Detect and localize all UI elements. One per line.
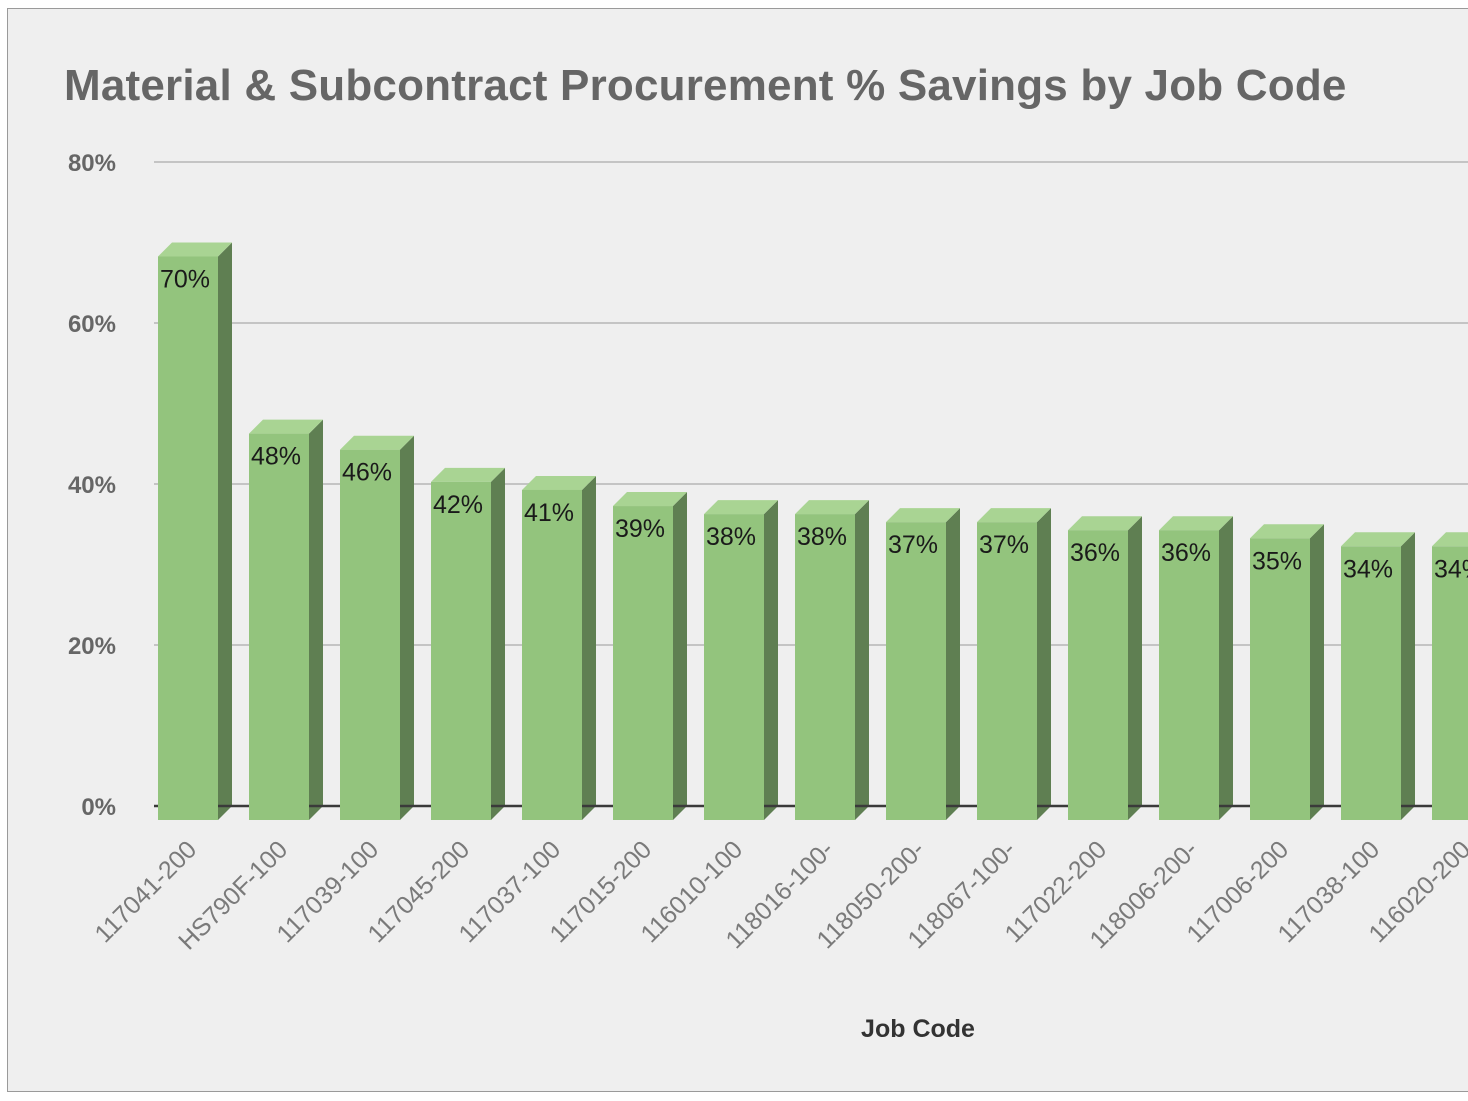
data-label: 37%: [888, 531, 938, 559]
y-tick-label: 40%: [68, 472, 116, 499]
bars: [158, 242, 1468, 820]
data-label: 37%: [979, 531, 1029, 559]
bar-base: [340, 803, 400, 820]
data-label: 48%: [251, 443, 301, 471]
bar: [431, 467, 505, 820]
bar-base: [1432, 803, 1468, 820]
bar-front: [1068, 530, 1128, 820]
data-label: 39%: [615, 515, 665, 543]
bar-front: [795, 514, 855, 820]
bar-top: [340, 435, 414, 450]
data-label: 36%: [1161, 539, 1211, 567]
bar-front: [249, 433, 309, 820]
bar-front: [158, 256, 218, 820]
bar-base: [522, 803, 582, 820]
y-tick-label: 60%: [68, 311, 116, 338]
data-label: 46%: [342, 459, 392, 487]
bar-base: [1250, 803, 1310, 820]
bar-top: [1068, 516, 1142, 531]
bar-base: [1159, 803, 1219, 820]
bar: [1250, 524, 1324, 820]
bar-front: [522, 489, 582, 820]
bar: [158, 242, 232, 820]
bar: [795, 500, 869, 820]
bar-top: [613, 492, 687, 507]
bar-base: [704, 803, 764, 820]
bar-base: [431, 803, 491, 820]
chart-plot: 0% 20% 40% 60% 80% 70% 48% 46% 42% 41% 39% 38% 38% 37…: [68, 150, 1468, 955]
bar-side: [764, 500, 778, 820]
bar: [340, 435, 414, 820]
bar-side: [309, 419, 323, 820]
chart-title: Material & Subcontract Procurement % Sav…: [64, 61, 1347, 110]
data-label: 36%: [1070, 539, 1120, 567]
bar: [1068, 516, 1142, 820]
data-label: 41%: [524, 499, 574, 527]
bar-side: [855, 500, 869, 820]
bar-top: [1250, 524, 1324, 539]
bar-top: [704, 500, 778, 515]
bar-base: [1068, 803, 1128, 820]
bar-side: [946, 508, 960, 820]
bar-front: [1432, 546, 1468, 820]
bar-top: [522, 475, 596, 490]
bar-side: [218, 242, 232, 820]
bar-top: [795, 500, 869, 515]
bar-side: [673, 492, 687, 820]
bar-side: [1128, 516, 1142, 820]
bar-base: [977, 803, 1037, 820]
bar-front: [704, 514, 764, 820]
bar: [1159, 516, 1233, 820]
bar-front: [431, 481, 491, 820]
bar-top: [886, 508, 960, 523]
bar-side: [1219, 516, 1233, 820]
data-label: 35%: [1252, 547, 1302, 575]
bar-side: [1310, 524, 1324, 820]
bar-base: [1341, 803, 1401, 820]
y-tick-label: 80%: [68, 150, 116, 177]
bar: [522, 475, 596, 820]
data-label: 70%: [160, 266, 210, 294]
bar-side: [1037, 508, 1051, 820]
bar-base: [158, 803, 218, 820]
bar-side: [400, 435, 414, 820]
bar-side: [491, 467, 505, 820]
bar-base: [795, 803, 855, 820]
bar-side: [582, 475, 596, 820]
bar-base: [613, 803, 673, 820]
data-label: 34%: [1343, 555, 1393, 583]
bar-front: [886, 522, 946, 820]
bar-top: [158, 242, 232, 257]
data-label: 38%: [706, 523, 756, 551]
bar-front: [613, 506, 673, 820]
bar-front: [1250, 538, 1310, 820]
bar-top: [977, 508, 1051, 523]
x-axis-title: Job Code: [861, 1015, 975, 1043]
bar-side: [1401, 532, 1415, 820]
bar-front: [1159, 530, 1219, 820]
bar-base: [886, 803, 946, 820]
data-label: 34%: [1434, 555, 1468, 583]
bar-base: [249, 803, 309, 820]
data-label: 42%: [433, 491, 483, 519]
bar: [1341, 532, 1415, 820]
bar: [1432, 532, 1468, 820]
bar-front: [1341, 546, 1401, 820]
bar: [886, 508, 960, 820]
bar: [249, 419, 323, 820]
y-tick-label: 0%: [81, 794, 116, 821]
data-label: 38%: [797, 523, 847, 551]
bar-top: [431, 467, 505, 482]
bar-top: [1432, 532, 1468, 547]
bar-top: [1341, 532, 1415, 547]
bar: [613, 492, 687, 820]
y-tick-label: 20%: [68, 633, 116, 660]
bar: [977, 508, 1051, 820]
bar: [704, 500, 778, 820]
bar-front: [340, 449, 400, 820]
chart-area: Material & Subcontract Procurement % Sav…: [7, 8, 1468, 1092]
bar-top: [1159, 516, 1233, 531]
bar-top: [249, 419, 323, 434]
bar-front: [977, 522, 1037, 820]
